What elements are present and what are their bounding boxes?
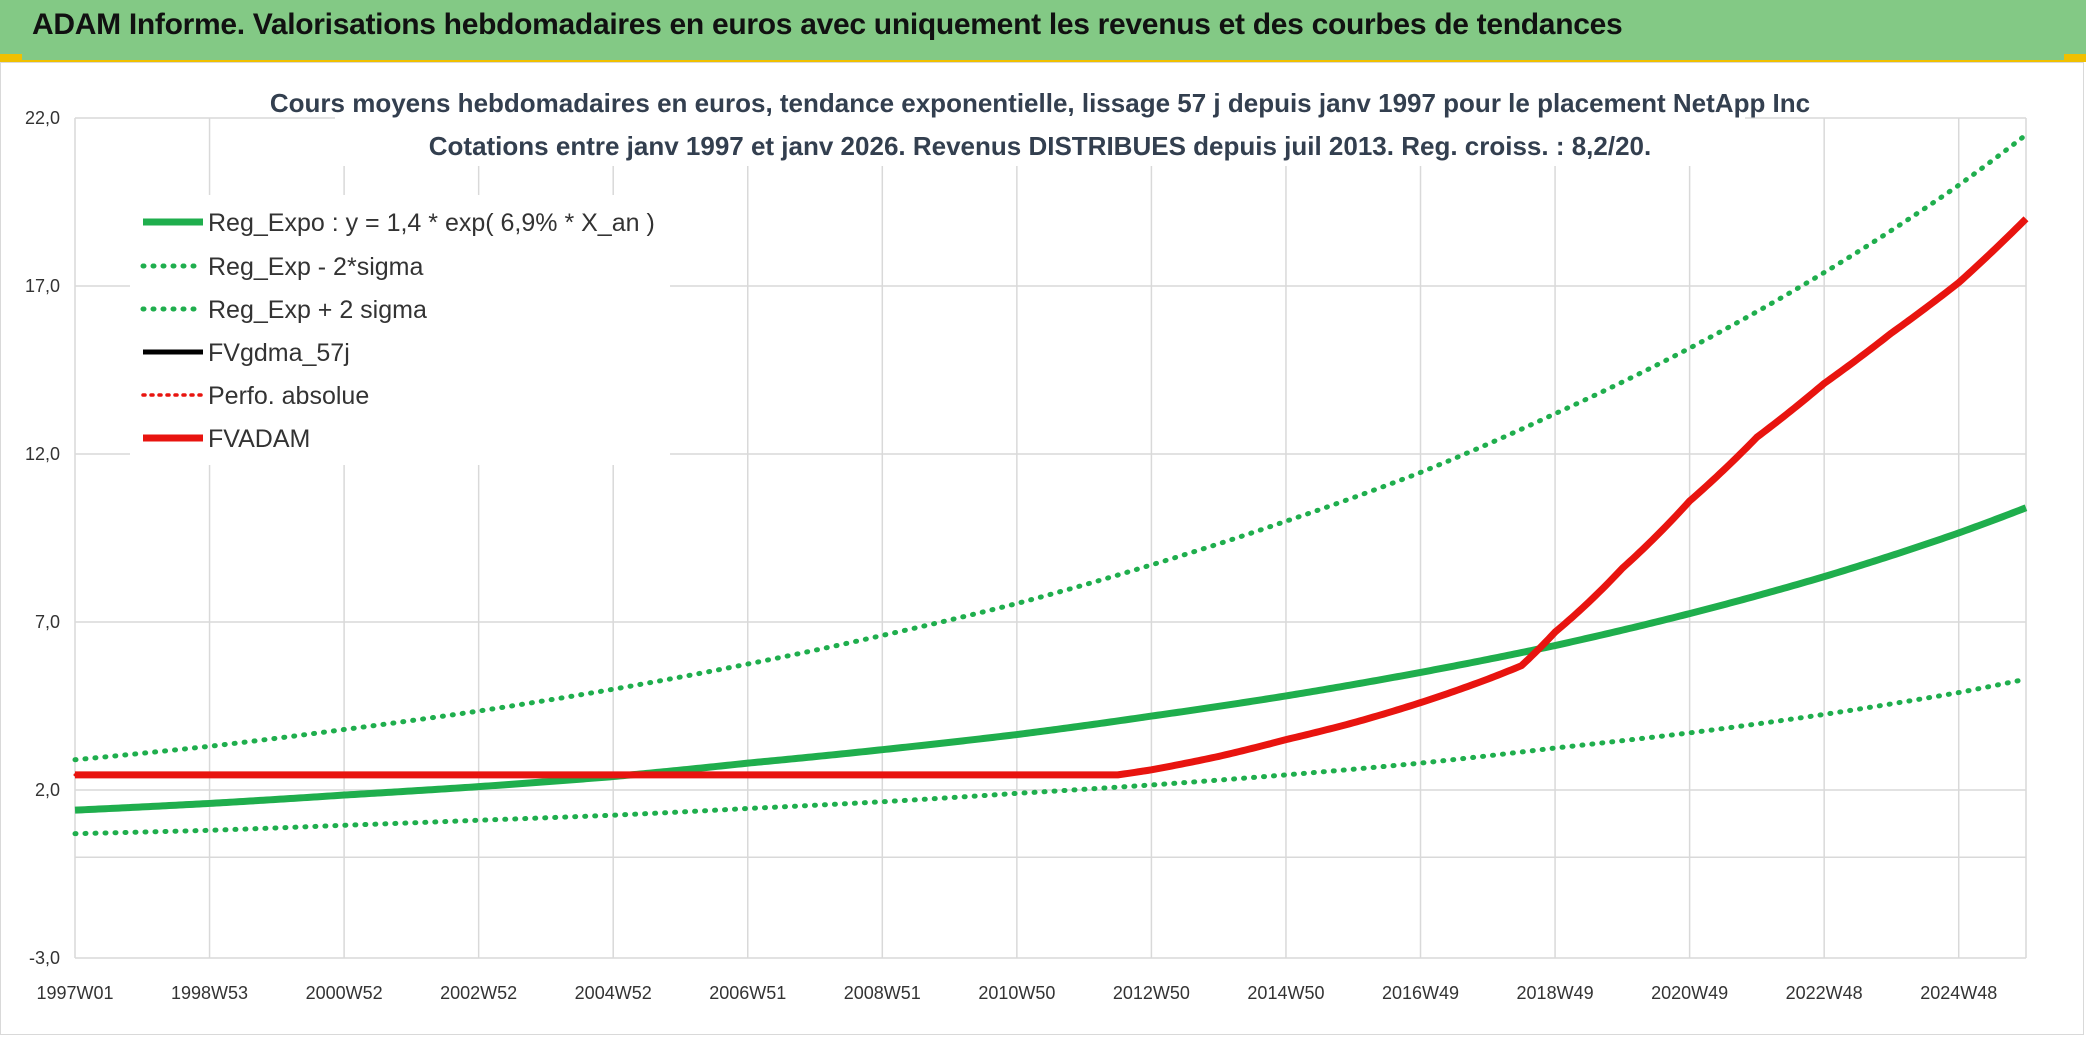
x-tick-label: 2020W49 [1651, 983, 1728, 1003]
x-tick-label: 2006W51 [709, 983, 786, 1003]
x-tick-label: 2002W52 [440, 983, 517, 1003]
x-tick-label: 2012W50 [1113, 983, 1190, 1003]
legend-label-perfo-absolue: Perfo. absolue [208, 382, 369, 410]
x-tick-label: 2004W52 [575, 983, 652, 1003]
y-tick-label: 17,0 [25, 276, 60, 296]
y-tick-label: 22,0 [25, 108, 60, 128]
legend-label-reg-exp-minus: Reg_Exp - 2*sigma [208, 253, 423, 281]
corner-accent-left [0, 54, 22, 60]
legend-bg [130, 195, 670, 465]
report-title: ADAM Informe. Valorisations hebdomadaire… [32, 8, 1623, 41]
legend-label-reg-expo: Reg_Expo : y = 1,4 * exp( 6,9% * X_an ) [208, 209, 655, 237]
x-tick-label: 2014W50 [1247, 983, 1324, 1003]
y-tick-label: 12,0 [25, 444, 60, 464]
x-tick-label: 2010W50 [978, 983, 1055, 1003]
legend-label-fvadam: FVADAM [208, 425, 310, 453]
chart-subtitle: Cotations entre janv 1997 et janv 2026. … [429, 131, 1651, 161]
series-line-reg-exp-minus [72, 676, 2029, 837]
y-axis: 22,0 17,0 12,0 7,0 2,0 -3,0 [25, 108, 60, 968]
x-tick-label: 2024W48 [1920, 983, 1997, 1003]
x-tick-label: 2016W49 [1382, 983, 1459, 1003]
x-axis: 1997W01 1998W53 2000W52 2002W52 2004W52 2006W… [36, 983, 1997, 1003]
legend-label-fvgdma: FVgdma_57j [208, 339, 350, 367]
report-banner: ADAM Informe. Valorisations hebdomadaire… [0, 0, 2086, 62]
corner-accent-right [2064, 54, 2086, 60]
x-tick-label: 1998W53 [171, 983, 248, 1003]
legend: Reg_Expo : y = 1,4 * exp( 6,9% * X_an ) … [130, 195, 670, 465]
series-line-fvadam [74, 216, 2029, 779]
x-tick-label: 1997W01 [36, 983, 113, 1003]
x-tick-label: 2022W48 [1786, 983, 1863, 1003]
x-tick-label: 2000W52 [306, 983, 383, 1003]
series-line-reg-exp-plus [72, 132, 2029, 763]
chart-title-bg [335, 90, 1745, 166]
x-tick-label: 2008W51 [844, 983, 921, 1003]
legend-label-reg-exp-plus: Reg_Exp + 2 sigma [208, 296, 427, 324]
y-tick-label: 7,0 [35, 612, 60, 632]
chart-title: Cours moyens hebdomadaires en euros, ten… [270, 88, 1810, 118]
y-tick-label: 2,0 [35, 780, 60, 800]
y-tick-label: -3,0 [29, 948, 60, 968]
series-layer [72, 132, 2029, 837]
series-line-reg-expo [74, 504, 2028, 814]
x-tick-label: 2018W49 [1517, 983, 1594, 1003]
